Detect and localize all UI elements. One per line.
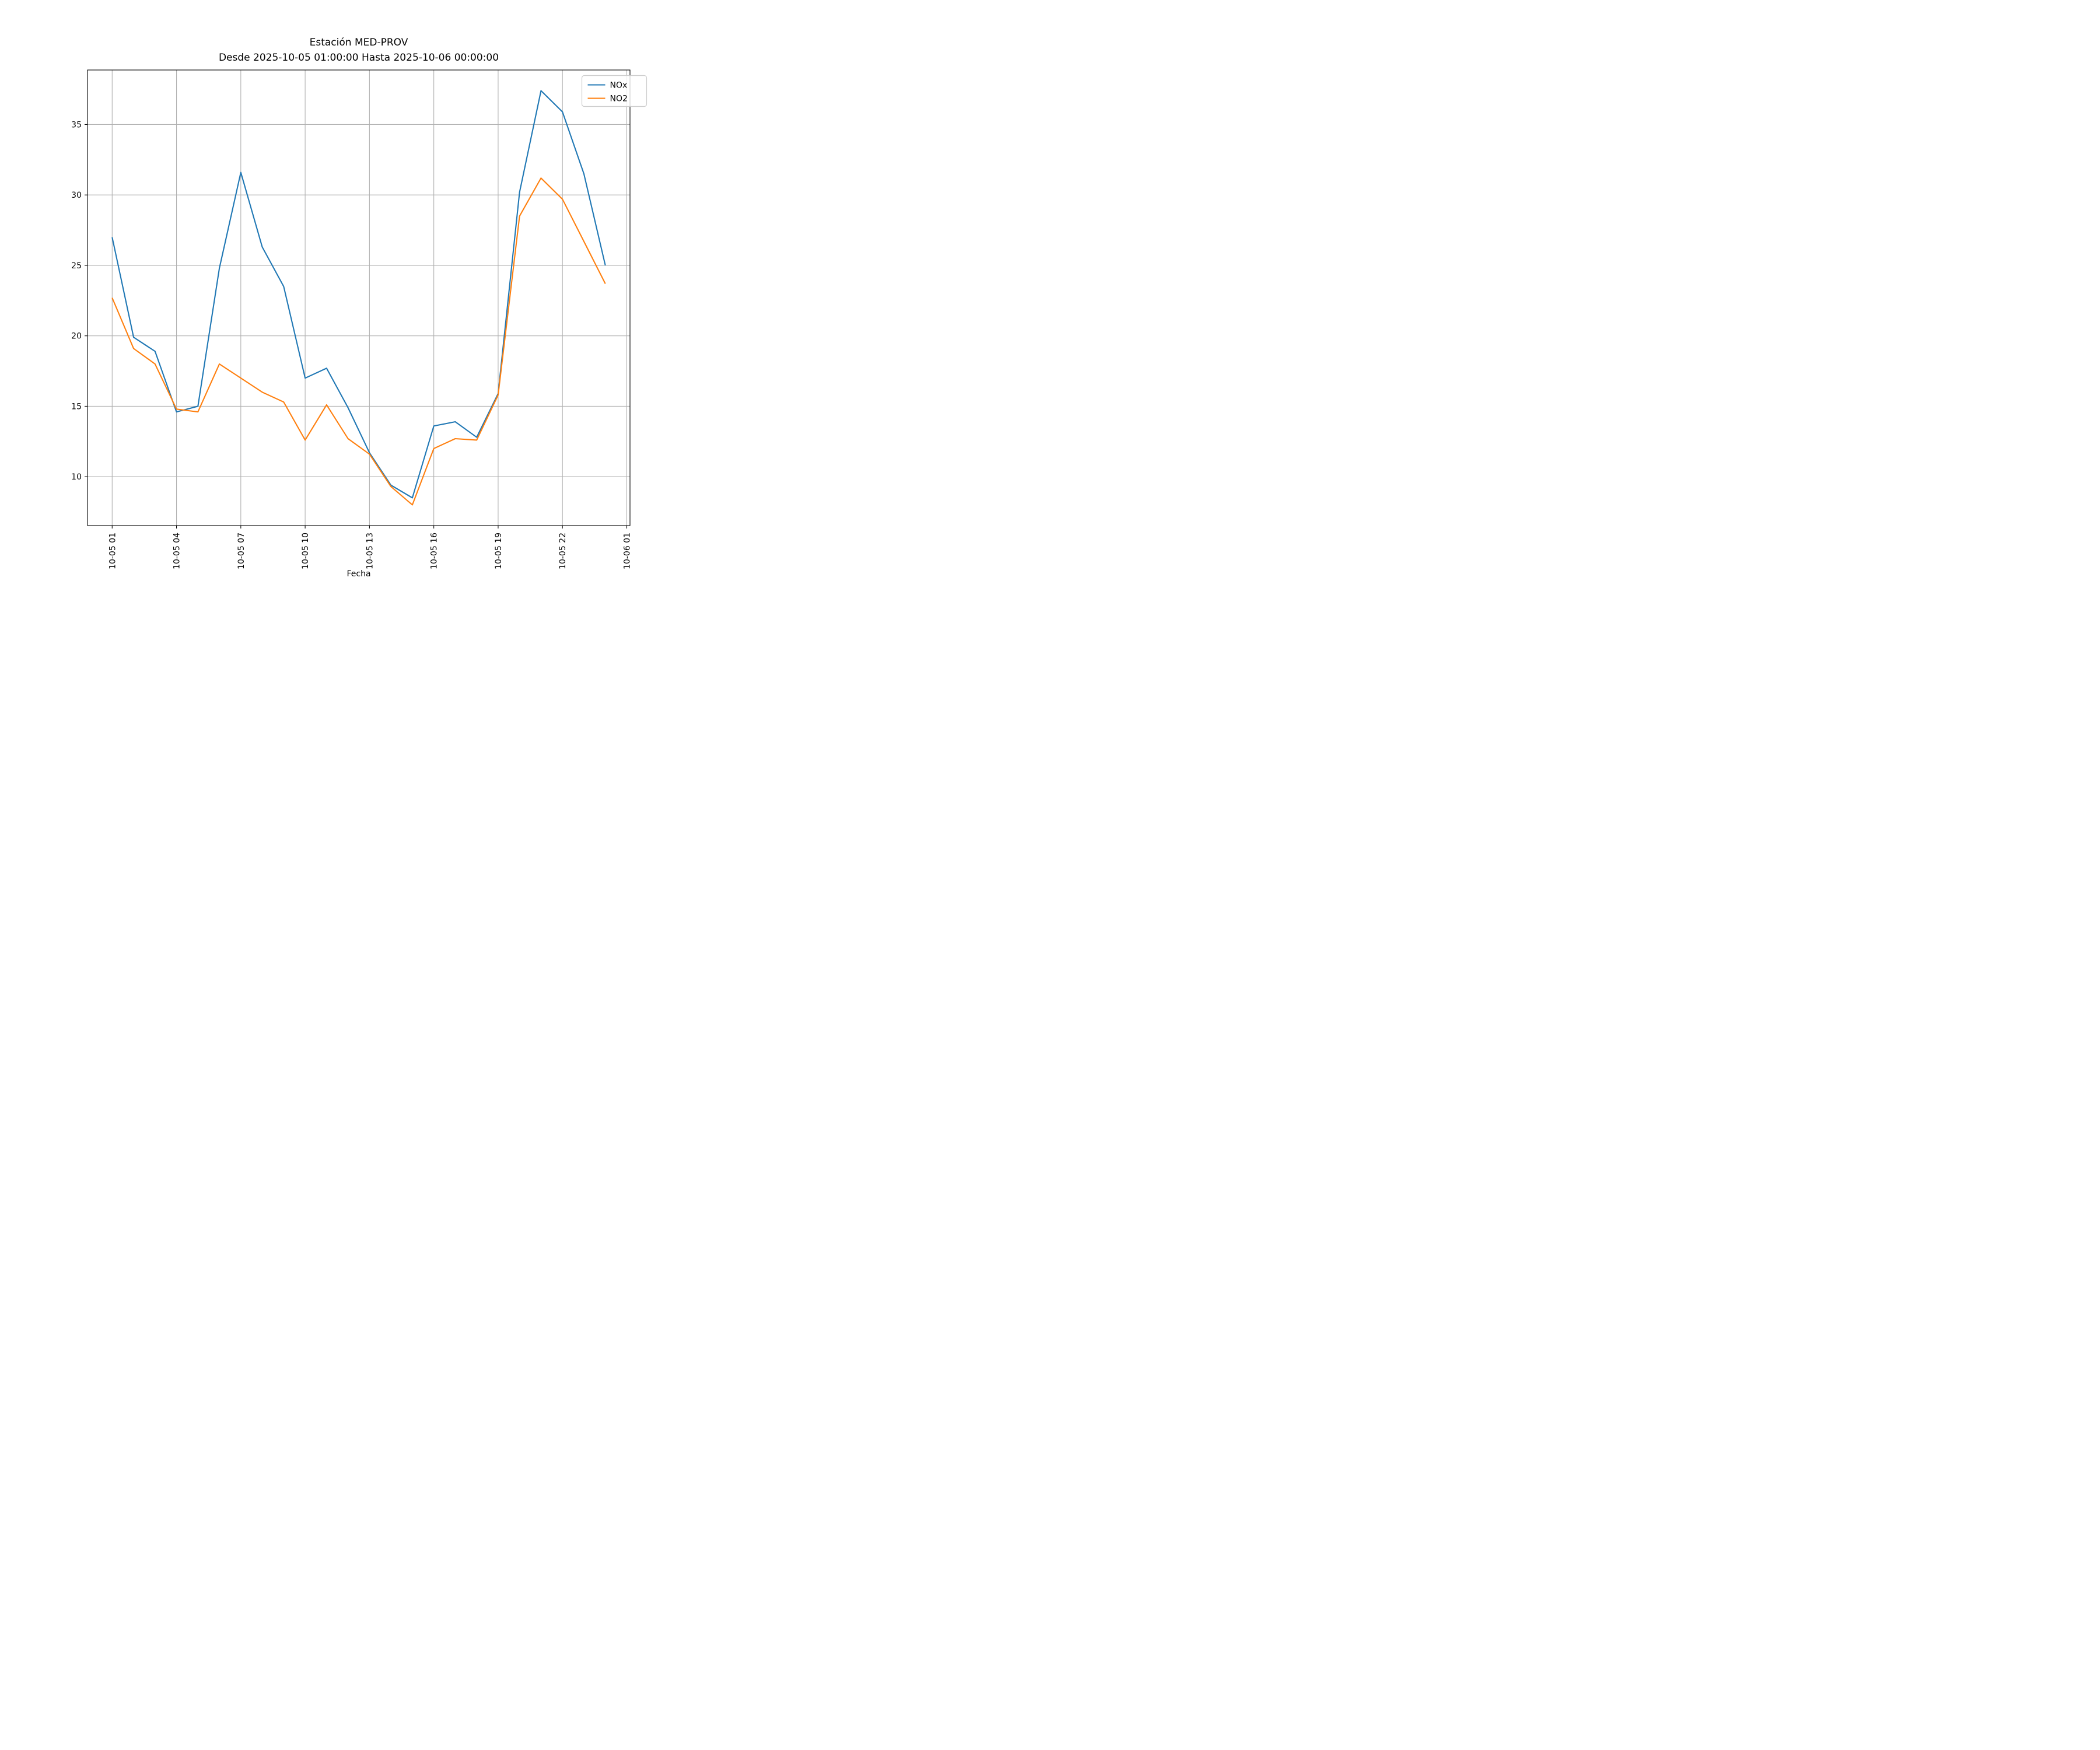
x-axis-label: Fecha [346,569,370,579]
x-tick-label: 10-05 13 [365,533,374,569]
chart-figure: 10-05 01 10-05 04 10-05 07 10-05 10 10-05 13… [0,0,700,583]
y-tick-label: 25 [71,261,82,271]
series-line-NO2 [111,177,606,506]
legend-label-NOx: NOx [610,81,628,90]
plot-border [87,69,631,526]
chart-title: Estación MED-PROV [310,37,408,48]
x-tick-label: 10-05 04 [173,533,182,569]
y-tick-label: 35 [71,120,82,130]
chart-subtitle: Desde 2025-10-05 01:00:00 Hasta 2025-10-… [219,52,499,64]
y-tick-label: 20 [71,332,82,341]
x-tick-label: 10-05 07 [237,533,246,569]
legend-label-NO2: NO2 [610,94,628,104]
series-line-NOx [111,90,606,499]
x-tick-label: 10-06 01 [622,533,632,569]
x-tick-label: 10-05 19 [494,533,503,569]
x-tick-label: 10-05 01 [108,533,117,569]
x-tick-label: 10-05 22 [558,533,568,569]
x-tick-label: 10-05 16 [430,533,439,569]
y-tick-label: 10 [71,473,82,482]
x-tick-label: 10-05 10 [301,533,310,569]
y-tick-label: 30 [71,191,82,200]
y-tick-label: 15 [71,402,82,411]
chart-canvas: 10-05 01 10-05 04 10-05 07 10-05 10 10-05 13… [71,37,648,579]
